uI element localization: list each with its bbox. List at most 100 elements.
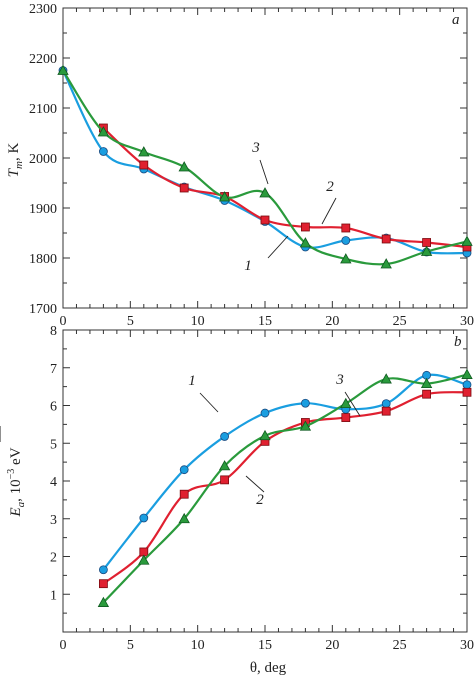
- x-tick-label: 15: [258, 314, 272, 329]
- data-point: [138, 554, 150, 565]
- data-point: [462, 387, 472, 397]
- data-point: [220, 432, 230, 441]
- y-axis-title-subscript: m: [13, 161, 25, 169]
- y-tick-label: 1800: [29, 252, 57, 267]
- x-tick-label: 0: [60, 638, 67, 653]
- data-point: [341, 236, 351, 245]
- y-tick-label: 7: [50, 362, 57, 377]
- y-axis-title-subscript: a: [15, 501, 27, 507]
- data-point: [340, 253, 352, 264]
- series-label: 2: [256, 492, 264, 508]
- series-label-leader: [199, 392, 219, 413]
- data-point: [381, 399, 391, 409]
- series-line: [102, 127, 468, 249]
- y-tick-label: 3: [50, 513, 57, 528]
- data-point: [99, 579, 108, 589]
- data-point: [260, 408, 270, 418]
- series-line: [62, 69, 468, 266]
- series-label-leader: [344, 391, 361, 417]
- series-label: 1: [188, 373, 196, 389]
- x-tick-label: 5: [127, 314, 134, 329]
- data-point: [259, 187, 271, 198]
- series-line: [62, 70, 468, 255]
- data-point: [381, 406, 391, 416]
- y-tick-label: 1: [50, 588, 57, 603]
- panel-letter: a: [452, 12, 460, 28]
- x-tick-label: 30: [460, 638, 474, 653]
- data-point: [179, 489, 189, 499]
- y-tick-label: 1900: [29, 202, 57, 217]
- data-point: [299, 237, 312, 248]
- data-point: [99, 565, 108, 575]
- y-axis-title: Ea, 10−3 eV: [6, 447, 27, 517]
- data-point: [341, 413, 351, 422]
- data-point: [300, 222, 310, 232]
- series-label-leader: [267, 235, 289, 259]
- data-point: [218, 460, 231, 471]
- x-tick-label: 10: [191, 638, 205, 653]
- y-tick-label: 4: [50, 475, 57, 490]
- data-point: [300, 398, 310, 408]
- data-point: [299, 420, 312, 431]
- data-point: [178, 512, 190, 524]
- data-point: [97, 126, 110, 137]
- y-tick-label: 6: [50, 400, 57, 415]
- x-tick-label: 5: [127, 638, 134, 653]
- series-line: [102, 373, 468, 571]
- data-point: [462, 380, 472, 390]
- y-axis-title-rest: , 10: [8, 479, 24, 502]
- data-point: [461, 235, 473, 246]
- plot-frame: [62, 7, 468, 309]
- series-2: 2: [99, 387, 472, 589]
- series-line: [102, 373, 468, 604]
- y-axis-title-main: E: [8, 507, 24, 517]
- data-point: [139, 160, 149, 170]
- data-point: [420, 245, 433, 256]
- data-point: [259, 429, 271, 441]
- data-point: [420, 377, 433, 389]
- panel-b: 0 5 10 15 20 25 30 1 2 3 4 5 6 7 8 Ea, 10−3 eV b 1 2 3: [0, 324, 474, 653]
- x-tick-label: 25: [393, 314, 407, 329]
- data-point: [422, 389, 432, 399]
- plot-frame: [62, 329, 468, 633]
- x-tick-label: 30: [460, 314, 474, 329]
- data-point: [97, 596, 110, 607]
- series-2: 2: [99, 123, 472, 252]
- series-line: [102, 391, 468, 585]
- y-tick-label: 5: [50, 437, 57, 452]
- series-1: 1: [99, 370, 472, 575]
- y-axis-title-rest: , K: [6, 143, 22, 162]
- series-3: 3: [97, 368, 473, 607]
- series-label: 3: [335, 372, 344, 388]
- y-axis-title-main: T: [6, 167, 22, 177]
- data-point: [179, 465, 189, 475]
- y-tick-label: 2000: [29, 152, 57, 167]
- series-label-leader: [245, 475, 265, 493]
- y-tick-label: 8: [50, 324, 57, 339]
- x-tick-label: 20: [325, 314, 339, 329]
- data-point: [179, 183, 189, 193]
- data-point: [99, 147, 108, 156]
- data-point: [380, 258, 392, 269]
- series-label: 2: [326, 179, 334, 195]
- series-1: 1: [58, 66, 472, 274]
- series-label: 3: [251, 140, 260, 156]
- data-point: [422, 238, 432, 247]
- x-tick-label: 10: [191, 314, 205, 329]
- data-point: [138, 146, 150, 157]
- y-tick-label: 1700: [29, 302, 57, 317]
- data-point: [139, 513, 149, 523]
- data-point: [341, 223, 351, 233]
- series-label-leader: [259, 159, 269, 185]
- x-tick-label: 25: [393, 638, 407, 653]
- x-axis-title: θ, deg: [250, 660, 287, 676]
- x-tick-label: 15: [258, 638, 272, 653]
- series-3: 3: [57, 64, 473, 269]
- x-tick-label: 20: [325, 638, 339, 653]
- panel-a: 0 5 10 15 20 25 30 1700 1800 1900 2000 2100 2200 2300…: [6, 2, 474, 329]
- data-point: [218, 191, 231, 202]
- y-axis-title-unit: eV: [8, 447, 24, 468]
- data-point: [260, 215, 270, 225]
- x-tick-label: 0: [60, 314, 67, 329]
